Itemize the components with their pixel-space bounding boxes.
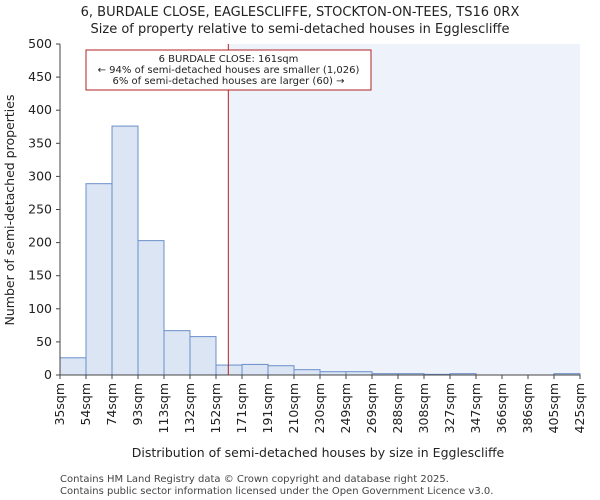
y-axis-label: Number of semi-detached properties	[2, 95, 17, 326]
histogram-bar	[267, 365, 295, 376]
histogram-bar	[59, 357, 87, 376]
highlight-region	[228, 44, 580, 375]
x-tick-label: 308sqm	[416, 383, 431, 433]
y-tick-label: 350	[28, 135, 52, 150]
x-tick-label: 54sqm	[78, 383, 93, 426]
x-tick-label: 113sqm	[156, 383, 171, 433]
x-tick-label: 366sqm	[494, 383, 509, 433]
y-tick-label: 0	[44, 367, 52, 382]
histogram-bar	[189, 336, 217, 376]
histogram-bar	[137, 240, 165, 376]
x-tick-label: 35sqm	[52, 383, 67, 426]
y-tick-label: 400	[28, 102, 52, 117]
x-axis-label: Distribution of semi-detached houses by …	[132, 445, 505, 460]
annotation-line-2: ← 94% of semi-detached houses are smalle…	[98, 65, 360, 76]
y-tick-label: 250	[28, 202, 52, 217]
y-tick-label: 300	[28, 168, 52, 183]
x-tick-label: 74sqm	[104, 383, 119, 426]
histogram-bar	[215, 364, 243, 376]
x-tick-label: 327sqm	[442, 383, 457, 433]
x-tick-label: 425sqm	[572, 383, 587, 433]
x-tick-label: 288sqm	[390, 383, 405, 433]
annotation-line-3: 6% of semi-detached houses are larger (6…	[112, 76, 344, 87]
chart-title-line-1: 6, BURDALE CLOSE, EAGLESCLIFFE, STOCKTON…	[81, 5, 520, 20]
x-tick-label: 230sqm	[312, 383, 327, 433]
footer-line-1: Contains HM Land Registry data © Crown c…	[60, 474, 449, 485]
x-tick-label: 347sqm	[468, 383, 483, 433]
footer-line-2: Contains public sector information licen…	[60, 486, 493, 497]
histogram-bar	[293, 369, 321, 376]
annotation-line-1: 6 BURDALE CLOSE: 161sqm	[159, 54, 299, 65]
x-tick-label: 191sqm	[260, 383, 275, 433]
y-tick-label: 200	[28, 235, 52, 250]
x-tick-label: 269sqm	[364, 383, 379, 433]
x-tick-label: 171sqm	[234, 383, 249, 433]
annotation-box	[85, 49, 372, 91]
x-tick-label: 249sqm	[338, 383, 353, 433]
y-tick-label: 450	[28, 69, 52, 84]
plot-area: 0 50 100 150 200 250 300 350 400 450 500 35sqm 54sqm…	[28, 36, 587, 433]
histogram-bar	[111, 125, 139, 376]
y-tick-label: 150	[28, 268, 52, 283]
x-tick-label: 132sqm	[182, 383, 197, 433]
chart-title-line-2: Size of property relative to semi-detach…	[91, 22, 510, 37]
x-tick-label: 210sqm	[286, 383, 301, 433]
y-tick-label: 100	[28, 301, 52, 316]
x-tick-label: 93sqm	[130, 383, 145, 426]
x-tick-label: 405sqm	[546, 383, 561, 433]
histogram-bar	[85, 183, 113, 376]
histogram-bar	[241, 363, 269, 376]
histogram-bar	[163, 330, 191, 376]
y-tick-label: 50	[36, 334, 52, 349]
x-tick-label: 386sqm	[520, 383, 535, 433]
y-tick-label: 500	[28, 36, 52, 51]
x-tick-label: 152sqm	[208, 383, 223, 433]
